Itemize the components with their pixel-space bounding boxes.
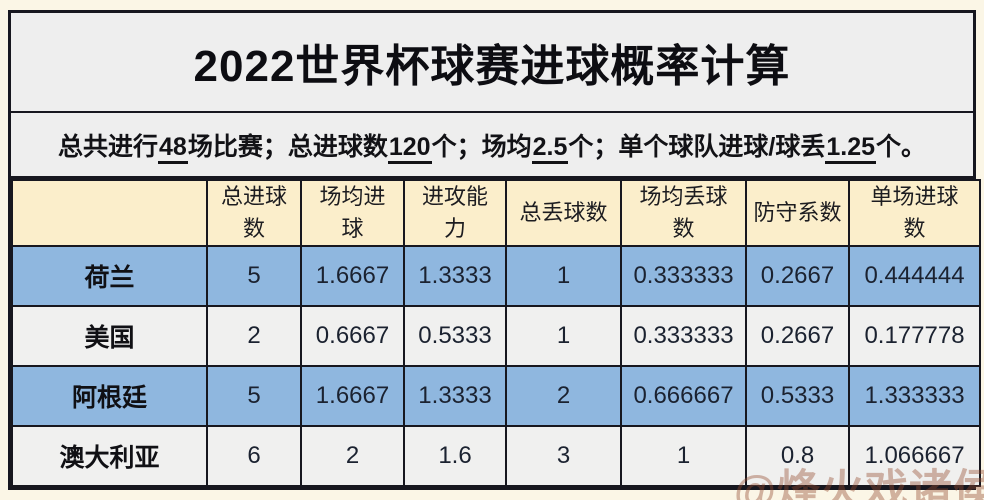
stats-sheet: 2022世界杯球赛进球概率计算 总共进行48场比赛；总进球数120个；场均2.5… [8,10,981,490]
table-row: 美国 2 0.6667 0.5333 1 0.333333 0.2667 0.177778 [11,304,981,367]
column-header: 总进球 数 [206,179,302,247]
value-cell: 0.6667 [300,304,405,367]
table-body: 荷兰 5 1.6667 1.3333 1 0.333333 0.2667 0.444444 美国… [11,244,981,487]
value-cell: 2 [505,364,622,427]
value-cell: 2 [300,424,405,487]
summary-segment: 场均 [481,132,532,161]
summary-segment: 个； [568,132,619,161]
team-name-cell: 澳大利亚 [11,424,208,487]
summary-bar: 总共进行48场比赛；总进球数120个；场均2.5个；单个球队进球/球丢1.25个… [11,113,973,179]
team-name-cell: 阿根廷 [11,364,208,427]
summary-text: 总共进行48场比赛；总进球数120个；场均2.5个；单个球队进球/球丢1.25个… [58,127,927,164]
value-cell: 1.3333 [403,364,507,427]
summary-segment: 总进球数 [287,132,388,161]
value-cell: 1.6 [403,424,507,487]
table-row: 荷兰 5 1.6667 1.3333 1 0.333333 0.2667 0.444444 [11,244,981,307]
team-name-cell: 美国 [11,304,208,367]
column-header: 进攻能 力 [403,179,507,247]
value-cell: 0.333333 [620,244,747,307]
summary-number: 1.25 [825,132,877,164]
title-bar: 2022世界杯球赛进球概率计算 [11,13,973,113]
value-cell: 0.177778 [848,304,981,367]
table-row: 澳大利亚 6 2 1.6 3 1 0.8 1.066667 [11,424,981,487]
summary-segment: 场比赛； [187,132,288,161]
value-cell: 1.6667 [300,244,405,307]
column-header: 单场进球 数 [848,179,981,247]
table-row: 阿根廷 5 1.6667 1.3333 2 0.666667 0.5333 1.333333 [11,364,981,427]
page-title: 2022世界杯球赛进球概率计算 [193,42,791,91]
team-name-cell: 荷兰 [11,244,208,307]
value-cell: 0.444444 [848,244,981,307]
value-cell: 0.333333 [620,304,747,367]
value-cell: 5 [206,244,302,307]
summary-number: 120 [387,132,432,164]
value-cell: 6 [206,424,302,487]
value-cell: 0.5333 [745,364,850,427]
value-cell: 1 [505,244,622,307]
table-header: 总进球 数场均进 球进攻能 力总丢球数 场均丢球 数防守系数 单场进球 数 [11,179,981,247]
value-cell: 1 [620,424,747,487]
value-cell: 0.2667 [745,304,850,367]
value-cell: 1.3333 [403,244,507,307]
corner-cell [11,179,208,247]
column-header: 场均丢球 数 [620,179,747,247]
value-cell: 0.2667 [745,244,850,307]
value-cell: 2 [206,304,302,367]
value-cell: 1 [505,304,622,367]
summary-segment: 个。 [876,132,927,161]
summary-number: 48 [158,132,188,164]
column-header: 防守系数 [745,179,850,247]
summary-number: 2.5 [531,132,569,164]
value-cell: 1.333333 [848,364,981,427]
value-cell: 5 [206,364,302,427]
value-cell: 1.066667 [848,424,981,487]
value-cell: 0.666667 [620,364,747,427]
summary-segment: 单个球队进球/球丢 [618,132,826,161]
header-row: 总进球 数场均进 球进攻能 力总丢球数 场均丢球 数防守系数 单场进球 数 [11,179,981,247]
value-cell: 1.6667 [300,364,405,427]
value-cell: 0.5333 [403,304,507,367]
value-cell: 0.8 [745,424,850,487]
summary-segment: 总共进行 [58,132,159,161]
value-cell: 3 [505,424,622,487]
column-header: 总丢球数 [505,179,622,247]
summary-segment: 个； [431,132,482,161]
stats-table: 总进球 数场均进 球进攻能 力总丢球数 场均丢球 数防守系数 单场进球 数 荷兰 5 1… [11,179,981,487]
column-header: 场均进 球 [300,179,405,247]
